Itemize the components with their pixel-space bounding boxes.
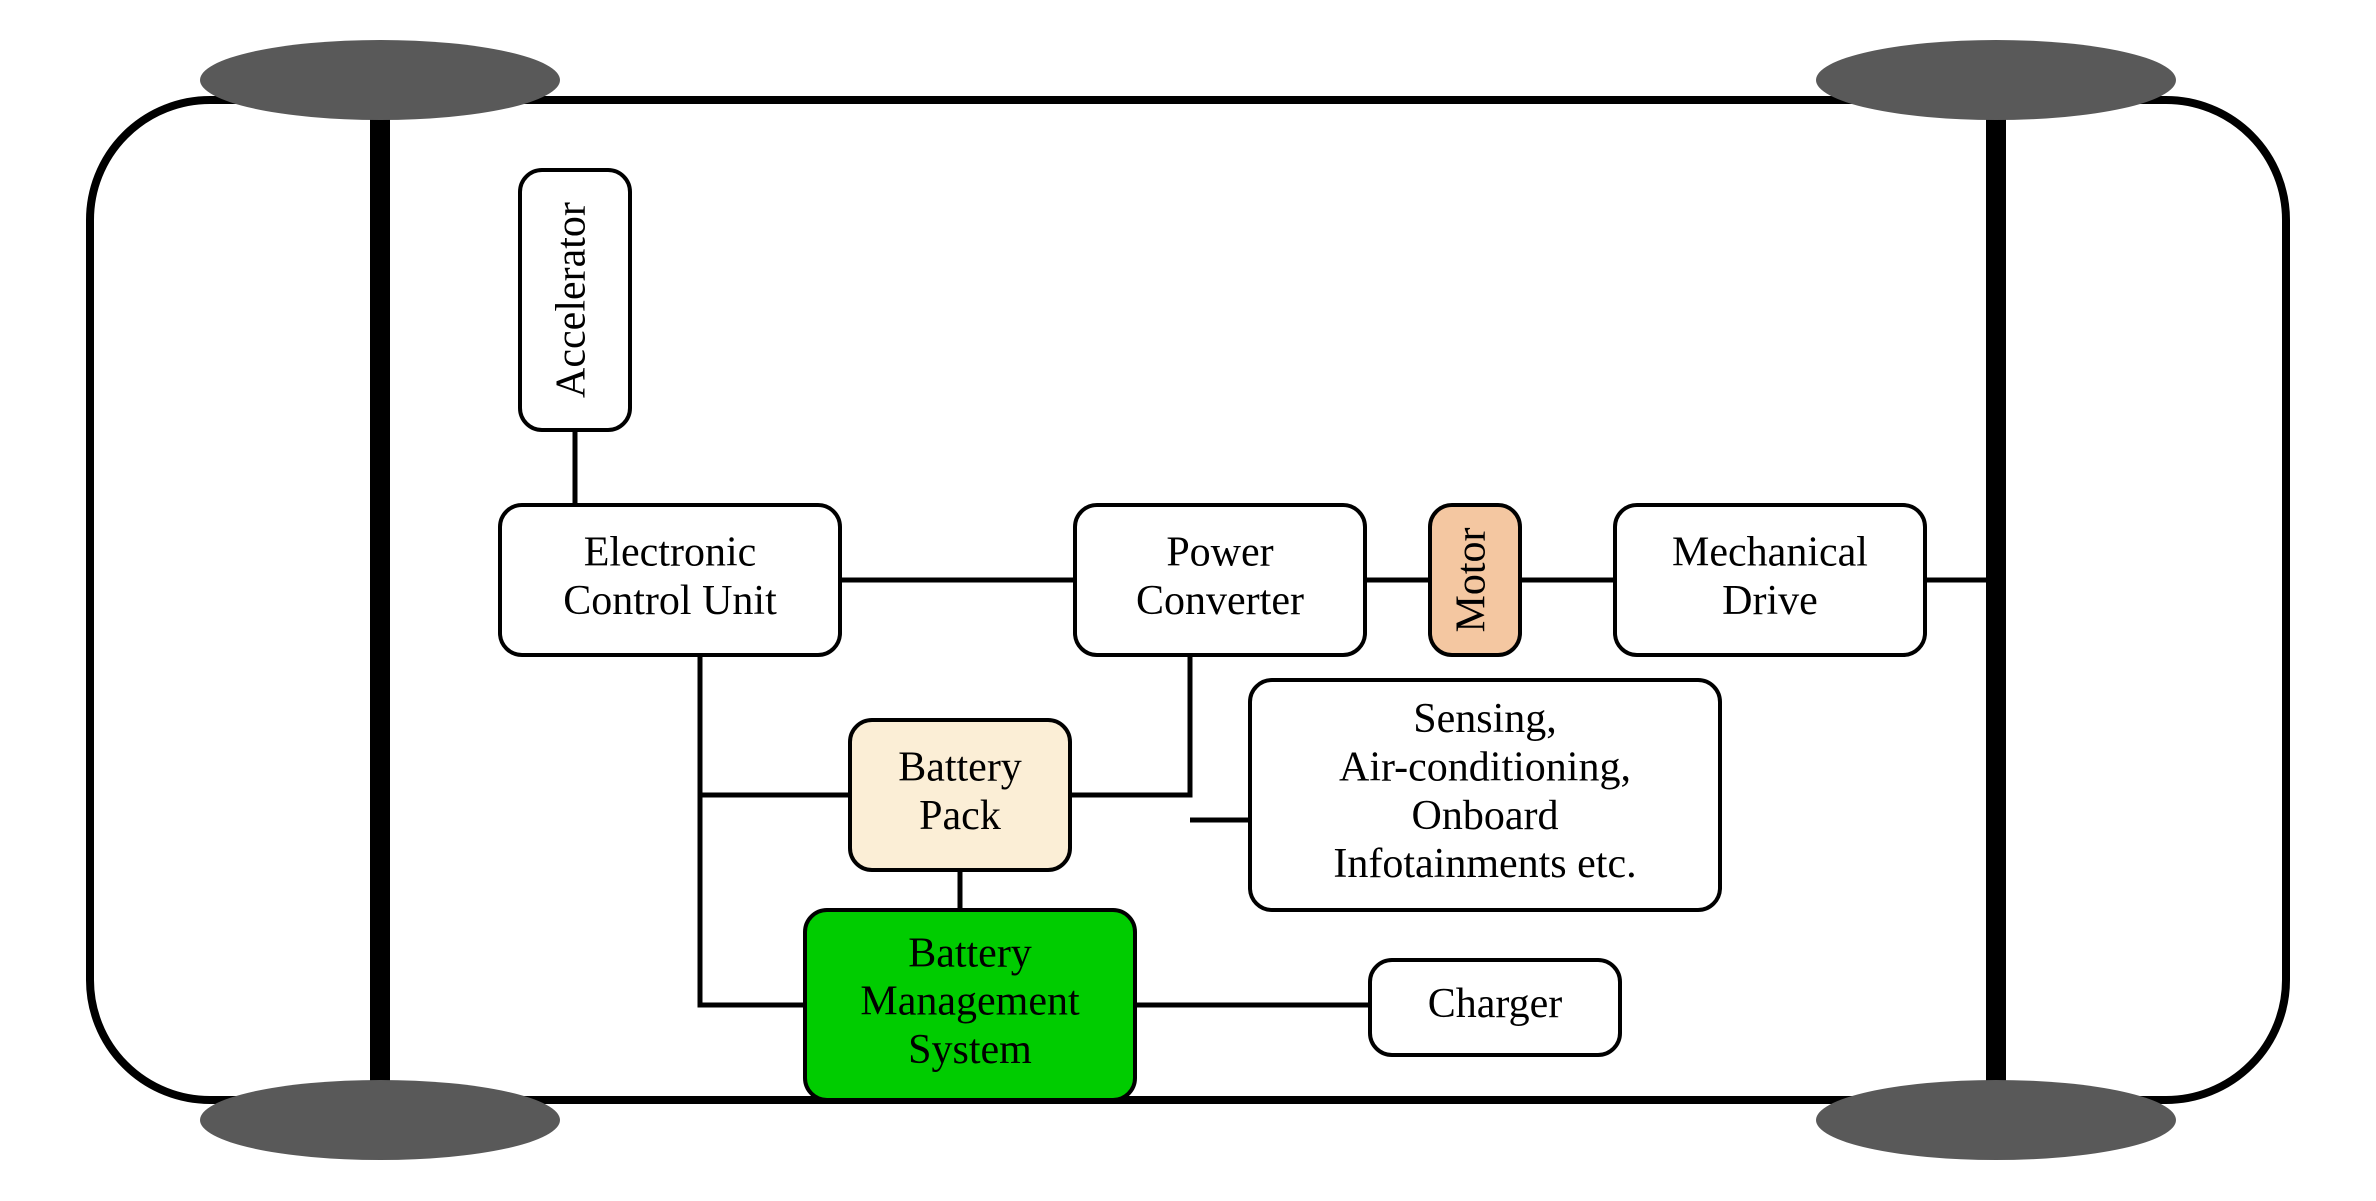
node-accelerator-label: Accelerator bbox=[549, 202, 595, 398]
wheel-front-top bbox=[200, 40, 560, 120]
node-bms-label-line-2: System bbox=[908, 1027, 1032, 1073]
node-ecu-label-line-1: Control Unit bbox=[563, 578, 777, 624]
wheel-front-bottom bbox=[200, 1080, 560, 1160]
node-accelerator: Accelerator bbox=[520, 170, 630, 430]
node-aux-label-line-3: Infotainments etc. bbox=[1333, 841, 1636, 887]
node-charger-label-line-0: Charger bbox=[1428, 981, 1563, 1027]
node-ecu-label-line-0: Electronic bbox=[584, 529, 757, 575]
node-aux-label-line-2: Onboard bbox=[1412, 793, 1559, 839]
node-power_conv-label-line-0: Power bbox=[1166, 529, 1273, 575]
node-charger: Charger bbox=[1370, 960, 1620, 1055]
node-mech_drive: MechanicalDrive bbox=[1615, 505, 1925, 655]
wheel-rear-bottom bbox=[1816, 1080, 2176, 1160]
node-aux: Sensing,Air-conditioning,OnboardInfotain… bbox=[1250, 680, 1720, 910]
wheel-rear-top bbox=[1816, 40, 2176, 120]
edge-battery_pack-to-power_conv bbox=[1070, 655, 1190, 795]
node-aux-label-line-0: Sensing, bbox=[1413, 696, 1557, 742]
node-bms-label-line-1: Management bbox=[860, 979, 1080, 1025]
edge-battery_pack-to-ecu bbox=[700, 655, 850, 795]
node-mech_drive-label-line-1: Drive bbox=[1722, 578, 1818, 624]
node-bms-label-line-0: Battery bbox=[908, 930, 1032, 976]
node-battery_pack-label-line-0: Battery bbox=[898, 744, 1022, 790]
node-bms: BatteryManagementSystem bbox=[805, 910, 1135, 1100]
node-battery_pack: BatteryPack bbox=[850, 720, 1070, 870]
node-mech_drive-label-line-0: Mechanical bbox=[1672, 529, 1868, 575]
node-power_conv-label-line-1: Converter bbox=[1136, 578, 1304, 624]
node-battery_pack-label-line-1: Pack bbox=[919, 793, 1001, 839]
node-motor: Motor bbox=[1430, 505, 1520, 655]
node-power_conv: PowerConverter bbox=[1075, 505, 1365, 655]
node-motor-label: Motor bbox=[1449, 527, 1495, 632]
edge-bms-to-ecu bbox=[700, 795, 805, 1005]
diagram-canvas: AcceleratorElectronicControl UnitPowerCo… bbox=[0, 0, 2376, 1201]
node-aux-label-line-1: Air-conditioning, bbox=[1339, 744, 1631, 790]
node-ecu: ElectronicControl Unit bbox=[500, 505, 840, 655]
